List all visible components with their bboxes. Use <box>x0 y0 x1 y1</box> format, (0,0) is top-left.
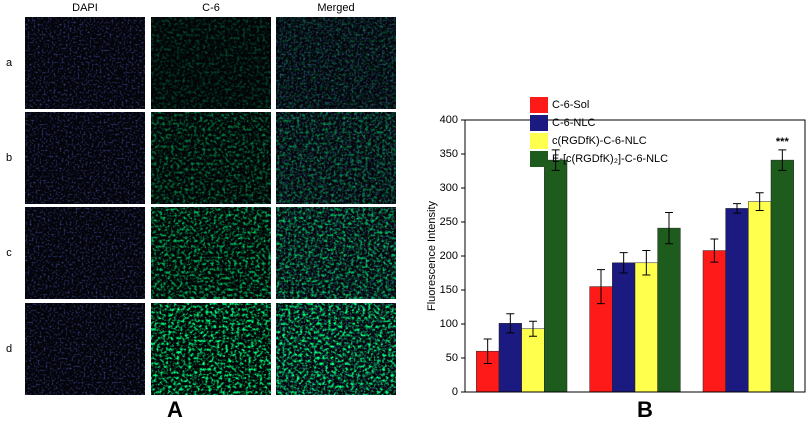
legend-label: c(RGDfK)-C-6-NLC <box>552 135 647 147</box>
green-stain <box>151 207 271 299</box>
row-label: c <box>6 247 12 259</box>
error-bar <box>619 252 628 274</box>
bar <box>725 208 749 393</box>
error-bar <box>506 313 515 334</box>
bar <box>748 201 772 393</box>
legend-swatch <box>530 97 548 113</box>
y-tick-label: 200 <box>440 250 458 262</box>
y-tick-label: 350 <box>440 148 458 160</box>
nuclei-stain <box>25 17 145 109</box>
row-label: a <box>6 57 13 69</box>
bar <box>498 323 522 393</box>
nuclei-stain <box>25 303 145 395</box>
y-tick-label: 400 <box>440 114 458 126</box>
bar <box>770 159 794 393</box>
error-bar <box>733 203 741 214</box>
bar <box>657 227 681 393</box>
green-stain <box>151 112 271 204</box>
bar <box>634 262 658 393</box>
error-bar <box>755 192 764 211</box>
column-label: C-6 <box>202 2 220 14</box>
error-bar <box>483 338 492 364</box>
legend-swatch <box>530 133 548 149</box>
row-label: b <box>6 152 12 164</box>
error-bar <box>642 250 651 276</box>
green-stain <box>276 303 396 395</box>
column-label: DAPI <box>72 2 98 14</box>
nuclei-stain <box>25 112 145 204</box>
y-tick-label: 150 <box>440 284 458 296</box>
bar <box>544 159 568 393</box>
legend-label: C-6-Sol <box>552 99 589 111</box>
nuclei-stain <box>25 207 145 299</box>
significance-label: *** <box>776 136 790 148</box>
bar <box>521 328 545 393</box>
green-stain <box>151 17 271 109</box>
error-bar <box>529 320 537 337</box>
green-stain <box>276 112 396 204</box>
legend-swatch <box>530 115 548 131</box>
column-label: Merged <box>317 2 354 14</box>
y-tick-label: 250 <box>440 216 458 228</box>
error-bar <box>778 149 787 171</box>
error-bar <box>710 238 719 263</box>
error-bar <box>665 211 673 245</box>
y-tick-label: 0 <box>452 386 458 398</box>
legend-label: C-6-NLC <box>552 117 595 129</box>
green-stain <box>276 207 396 299</box>
green-stain <box>276 17 396 109</box>
y-tick-label: 300 <box>440 182 458 194</box>
plot-frame <box>464 119 806 393</box>
bar <box>702 250 726 393</box>
legend-label: E-[c(RGDfK)₂]-C-6-NLC <box>552 153 668 165</box>
y-tick-label: 100 <box>440 318 458 330</box>
legend-swatch <box>530 151 548 167</box>
error-bar <box>597 269 605 305</box>
error-bar <box>551 149 560 171</box>
green-stain <box>151 303 271 395</box>
panel-label: B <box>637 397 653 422</box>
panel-label: A <box>167 397 183 422</box>
panel-a: DAPI C-6 Merged a b c d A <box>6 2 396 422</box>
bar <box>612 262 636 393</box>
y-tick-label: 50 <box>446 352 458 364</box>
panel-b: 0 50 100 150 200 250 300 350 400 Fluorescence Int… <box>426 97 806 422</box>
y-axis-label: Fluorescence Intensity <box>426 200 438 311</box>
row-label: d <box>6 343 12 355</box>
